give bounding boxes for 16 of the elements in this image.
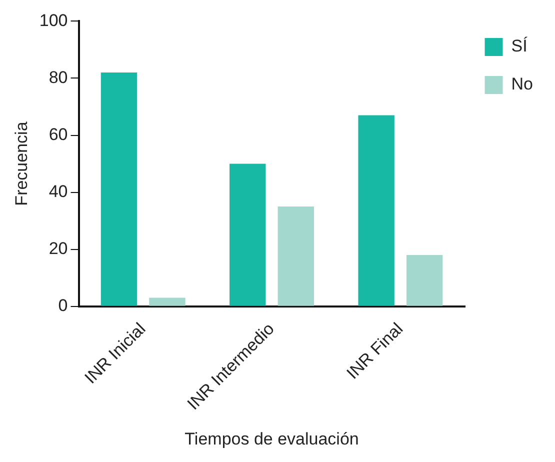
y-tick-label: 60 <box>48 124 68 144</box>
y-tick-label: 40 <box>48 182 68 201</box>
legend-label: SÍ <box>511 36 528 56</box>
bar <box>358 115 394 306</box>
bar <box>230 164 266 306</box>
y-tick-label: 20 <box>48 239 68 258</box>
y-axis-title: Frecuencia <box>12 121 31 206</box>
bar <box>406 255 443 306</box>
bar <box>149 298 186 306</box>
legend-label: No <box>511 74 534 94</box>
bar <box>278 206 314 306</box>
x-axis-title: Tiempos de evaluación <box>184 429 359 448</box>
y-tick-label: 0 <box>58 296 68 316</box>
y-tick-label: 80 <box>48 68 68 87</box>
y-tick-label: 100 <box>39 10 68 30</box>
bar <box>100 72 138 306</box>
